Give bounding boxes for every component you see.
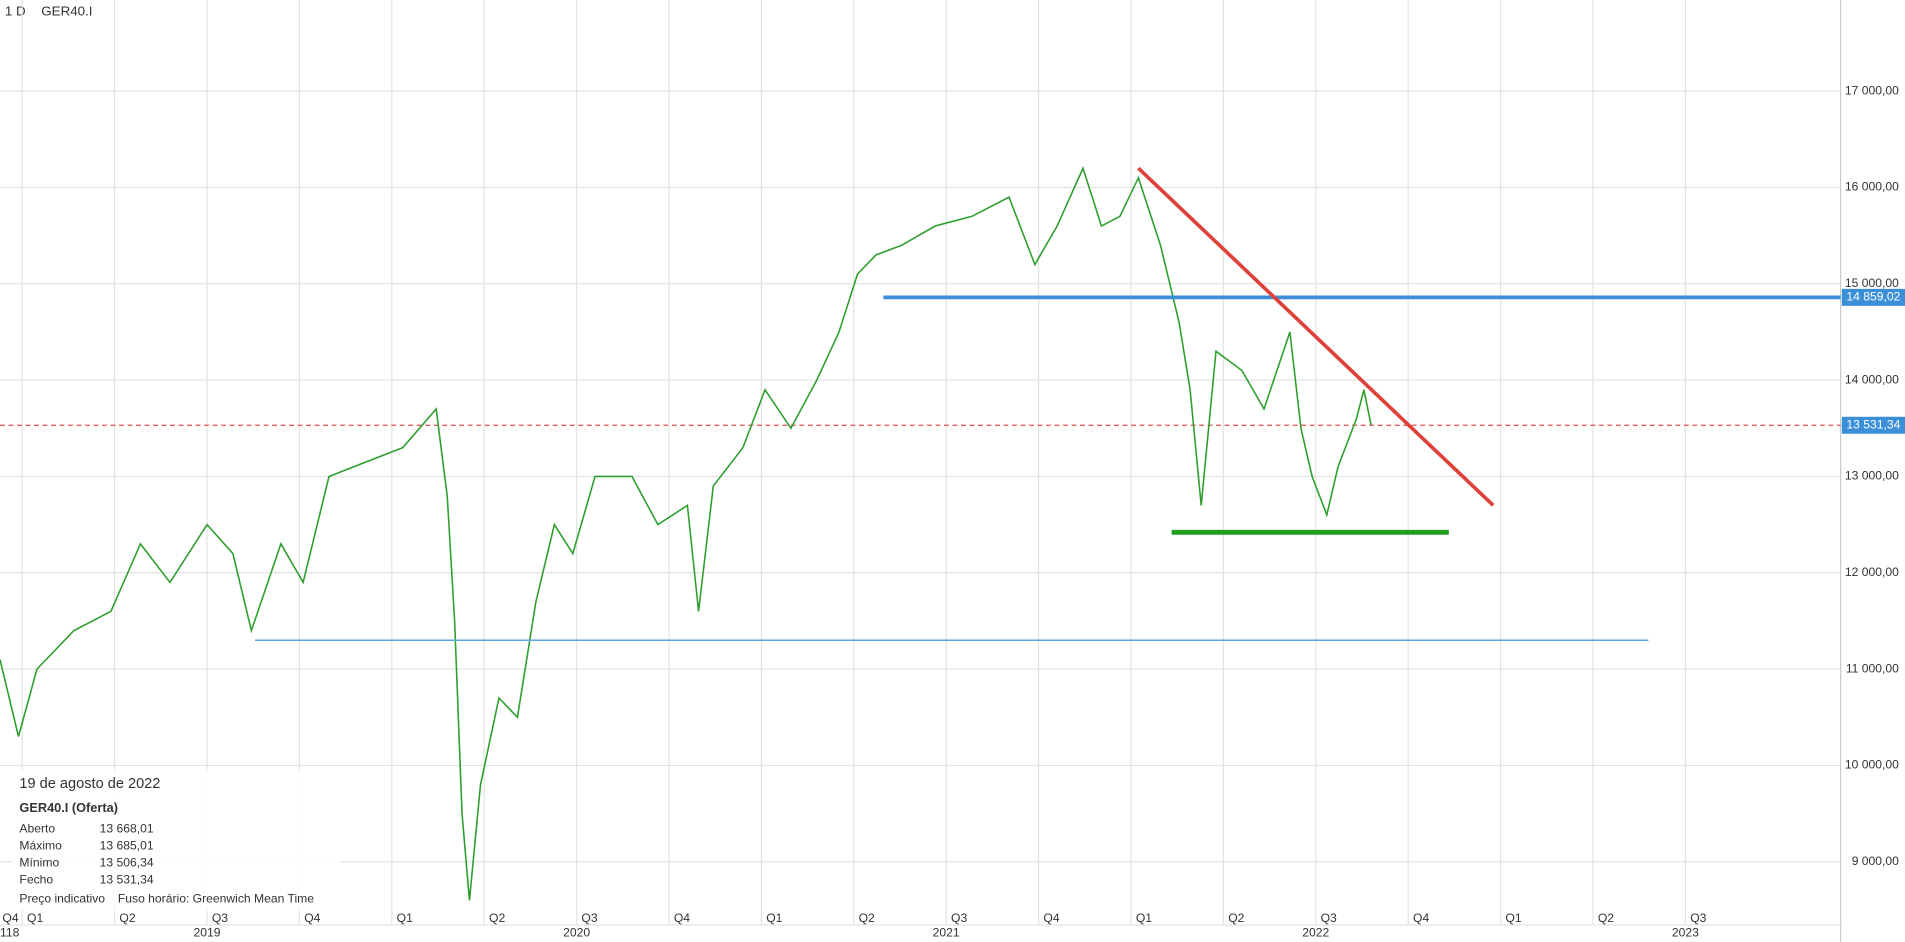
year-label: 2020 (563, 926, 590, 940)
info-footer: Preço indicativo (19, 892, 105, 906)
x-tick-label: Q4 (2, 911, 18, 925)
price-label-box (1841, 416, 1905, 434)
y-tick-label: 10 000,00 (1845, 758, 1899, 772)
y-tick-label: 14 000,00 (1845, 372, 1899, 386)
x-tick-label: Q3 (212, 911, 228, 925)
y-tick-label: 12 000,00 (1845, 565, 1899, 579)
y-tick-label: 9 000,00 (1852, 854, 1899, 868)
x-tick-label: Q1 (1136, 911, 1152, 925)
x-tick-label: Q2 (489, 911, 505, 925)
x-tick-label: Q4 (674, 911, 690, 925)
y-tick-label: 11 000,00 (1846, 661, 1899, 675)
info-instrument: GER40.I (Oferta) (19, 800, 118, 815)
info-value: 13 685,01 (100, 838, 154, 852)
price-label-box (1841, 288, 1905, 306)
year-label: 2019 (193, 926, 220, 940)
price-label: 13 531,34 (1846, 417, 1900, 431)
x-tick-label: Q3 (951, 911, 967, 925)
info-key: Aberto (19, 821, 55, 835)
year-label: 2022 (1302, 926, 1329, 940)
x-tick-label: Q3 (581, 911, 597, 925)
info-box (12, 769, 341, 911)
year-label: 2023 (1672, 926, 1699, 940)
x-tick-label: Q2 (859, 911, 875, 925)
info-value: 13 506,34 (100, 855, 154, 869)
y-tick-label: 13 000,00 (1845, 469, 1899, 483)
x-tick-label: Q4 (1413, 911, 1429, 925)
x-tick-label: Q2 (1228, 911, 1244, 925)
info-key: Máximo (19, 838, 62, 852)
info-key: Fecho (19, 872, 53, 886)
drawing-line (1137, 166, 1495, 507)
y-tick-label: 15 000,00 (1845, 276, 1899, 290)
x-tick-label: Q1 (766, 911, 782, 925)
symbol: GER40.I (41, 4, 92, 19)
x-tick-label: Q4 (304, 911, 320, 925)
x-tick-label: Q3 (1690, 911, 1706, 925)
info-value: 13 668,01 (100, 821, 154, 835)
x-tick-label: Q2 (1598, 911, 1614, 925)
price-line (0, 166, 1372, 901)
x-tick-label: Q2 (119, 911, 135, 925)
x-tick-label: Q1 (1505, 911, 1521, 925)
price-label: 14 859,02 (1846, 290, 1900, 304)
x-tick-label: Q1 (397, 911, 413, 925)
period: 1 D (5, 4, 26, 19)
year-label: 118 (0, 926, 20, 940)
info-key: Mínimo (19, 855, 59, 869)
info-date: 19 de agosto de 2022 (19, 776, 160, 792)
y-tick-label: 16 000,00 (1845, 180, 1899, 194)
year-label: 2021 (933, 926, 960, 940)
x-tick-label: Q3 (1321, 911, 1337, 925)
x-tick-label: Q1 (27, 911, 43, 925)
y-tick-label: 17 000,00 (1845, 83, 1899, 97)
x-tick-label: Q4 (1043, 911, 1059, 925)
info-value: 13 531,34 (100, 872, 154, 886)
info-footer: Fuso horário: Greenwich Mean Time (118, 892, 314, 906)
